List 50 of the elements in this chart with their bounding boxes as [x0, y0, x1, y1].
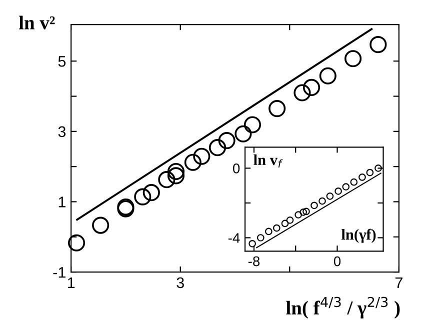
point [318, 197, 326, 205]
y-tick-label: -1 [53, 267, 66, 278]
x-axis-title: ln( f$^{4/3}$ / γ$^{2/3}$ ) [286, 296, 400, 319]
point [158, 171, 176, 188]
point [370, 36, 387, 54]
point [167, 162, 185, 180]
y-tick-label: 1 [58, 196, 66, 208]
point [300, 208, 307, 216]
point [193, 148, 210, 165]
x-axis-title: ln(γf) [341, 228, 376, 243]
y-tick-label: 5 [58, 56, 66, 67]
x-tick-label: -8 [248, 256, 260, 266]
point [272, 224, 280, 232]
point [334, 187, 342, 195]
point [134, 188, 152, 206]
point [319, 67, 336, 84]
point [294, 211, 302, 218]
point [218, 132, 236, 150]
point [350, 178, 358, 186]
point [68, 234, 86, 252]
point [344, 50, 362, 68]
point [234, 125, 252, 142]
point [264, 228, 272, 236]
y-tick-label: -4 [228, 233, 240, 243]
point [326, 192, 334, 200]
point [366, 168, 374, 176]
point [281, 220, 289, 228]
point [92, 216, 110, 234]
point [374, 164, 382, 172]
point [248, 240, 256, 248]
point [342, 183, 350, 190]
point [302, 78, 320, 96]
point [358, 174, 366, 181]
y-axis-title: ln v² [18, 16, 55, 30]
point [268, 100, 286, 118]
point [286, 216, 294, 224]
point [142, 184, 160, 202]
x-tick-label: 3 [176, 277, 184, 288]
point [208, 139, 226, 156]
point [244, 116, 262, 134]
y-tick-label: 3 [58, 126, 66, 138]
y-axis-title: ln v$_{f}$ [254, 154, 283, 168]
point [256, 234, 264, 242]
x-tick-label: 1 [68, 277, 75, 288]
x-tick-label: 7 [395, 277, 402, 288]
point [302, 208, 310, 216]
point [184, 154, 202, 171]
point [294, 84, 311, 102]
point [167, 167, 185, 184]
point [310, 202, 318, 210]
